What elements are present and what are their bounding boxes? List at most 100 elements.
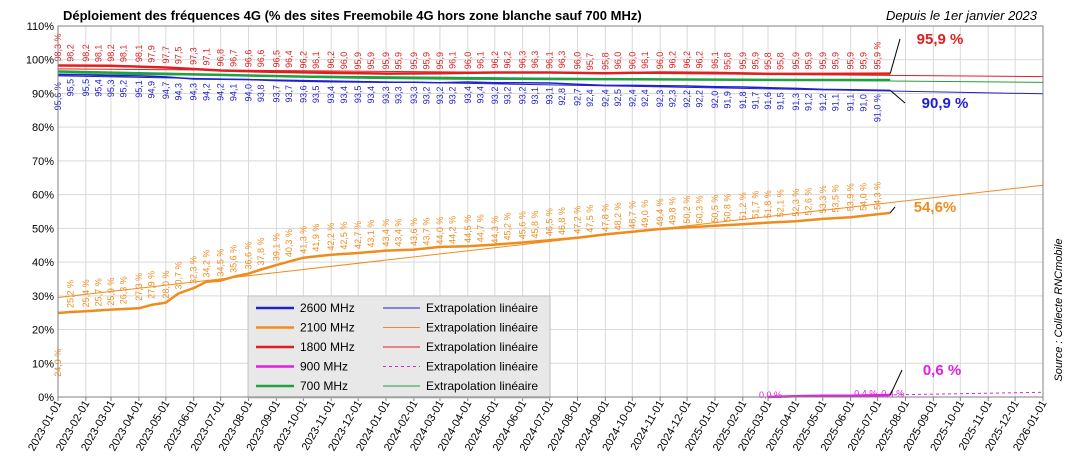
data-label-1800-mhz: 96,6 <box>256 50 266 68</box>
data-label-2100-mhz: 51,8 % <box>763 190 773 218</box>
data-label-1800-mhz: 95,9 <box>846 52 856 70</box>
data-label-1800-mhz: 96,1 <box>311 51 321 69</box>
data-label-2100-mhz: 28,0 % <box>161 271 171 299</box>
series-lines <box>57 64 891 399</box>
data-label-2600-mhz: 91,6 <box>763 92 773 110</box>
data-label-2100-mhz: 43,7 % <box>421 218 431 246</box>
data-label-2100-mhz: 52,3 % <box>791 189 801 217</box>
data-label-2600-mhz: 93,2 <box>448 87 458 105</box>
data-label-2100-mhz: 45,8 % <box>530 210 540 238</box>
data-label-1800-mhz: 96,1 <box>545 51 555 69</box>
data-label-2100-mhz: 30,7 % <box>173 261 183 289</box>
data-label-2100-mhz: 42,2 % <box>326 223 336 251</box>
x-axis-ticks: 2023-01-012023-02-012023-03-012023-04-01… <box>26 397 1050 453</box>
data-label-2600-mhz: 94,2 <box>216 83 226 101</box>
data-label-1800-mhz: 97,5 <box>173 47 183 65</box>
data-label-1800-mhz: 95,9 <box>750 52 760 70</box>
data-label-1800-mhz: 95,9 <box>738 52 748 70</box>
data-label-1800-mhz: 98,1 <box>134 45 144 63</box>
callout-line-2100-mhz <box>889 206 896 214</box>
data-label-1800-mhz: 95,9 % <box>873 42 883 70</box>
data-label-2600-mhz: 92,2 <box>695 90 705 108</box>
data-label-2600-mhz: 91,8 <box>738 91 748 109</box>
data-label-2100-mhz: 39,1 % <box>271 233 281 261</box>
data-label-1800-mhz: 97,1 <box>201 48 211 66</box>
data-label-2100-mhz: 25,7 % <box>93 278 103 306</box>
data-label-2600-mhz: 92,3 <box>668 90 678 108</box>
data-label-1800-mhz: 95,8 <box>723 52 733 70</box>
data-label-2600-mhz: 93,1 <box>545 87 555 105</box>
data-label-1800-mhz: 96,2 <box>695 51 705 69</box>
y-tick-label: 30% <box>32 291 54 303</box>
data-label-2100-mhz: 45,2 % <box>502 213 512 241</box>
data-label-2600-mhz: 91,7 <box>750 92 760 110</box>
data-label-2600-mhz: 95,1 <box>134 80 144 98</box>
data-label-2100-mhz: 48,7 % <box>627 201 637 229</box>
data-label-2600-mhz: 91,9 <box>723 91 733 109</box>
data-label-1800-mhz: 95,9 <box>818 52 828 70</box>
data-label-1800-mhz: 96,2 <box>682 51 692 69</box>
y-tick-label: 90% <box>32 88 54 100</box>
data-label-1800-mhz: 97,3 <box>189 47 199 65</box>
source-note: Source : Collecte RNCmobile <box>1053 238 1065 381</box>
data-label-2100-mhz: 50,5 % <box>710 195 720 223</box>
data-label-1800-mhz: 96,3 <box>530 51 540 69</box>
data-label-900-mhz: 0,0 % <box>759 390 782 400</box>
data-label-2100-mhz: 44,7 % <box>475 214 485 242</box>
data-label-2100-mhz: 36,6 % <box>244 242 254 270</box>
data-label-2600-mhz: 94,3 <box>189 83 199 101</box>
data-label-2600-mhz: 93,8 <box>256 85 266 103</box>
data-label-2600-mhz: 92,2 <box>682 90 692 108</box>
y-tick-label: 80% <box>32 122 54 134</box>
y-tick-label: 50% <box>32 223 54 235</box>
data-label-2100-mhz: 44,0 % <box>435 217 445 245</box>
data-label-1800-mhz: 95,9 <box>858 52 868 70</box>
data-label-2600-mhz: 94,3 <box>173 83 183 101</box>
data-label-2100-mhz: 54,3 % <box>873 182 883 210</box>
data-label-2600-mhz: 93,2 <box>518 87 528 105</box>
data-label-2600-mhz: 91,1 <box>846 94 856 112</box>
y-axis-ticks: 0% 10% 20% 30% 40% 50% 60% 70% 80% 90% 100% 110% <box>26 21 54 404</box>
final-label-1800-mhz: 95,9 % <box>917 31 964 48</box>
data-label-2600-mhz: 91,2 <box>803 93 813 111</box>
data-label-1800-mhz: 95,7 <box>585 53 595 71</box>
series-line-2100-mhz <box>57 211 891 315</box>
data-label-1800-mhz: 96,7 <box>228 49 238 67</box>
data-label-2100-mhz: 40,3 % <box>284 229 294 257</box>
data-label-2100-mhz: 49,4 % <box>655 198 665 226</box>
data-label-900-mhz: 0,4 % <box>854 389 877 399</box>
data-label-2100-mhz: 41,9 % <box>311 224 321 252</box>
data-label-2600-mhz: 93,3 <box>394 86 404 104</box>
final-label-2100-mhz: 54,6% <box>914 199 957 216</box>
legend-label-900-mhz: 900 MHz <box>300 360 348 374</box>
data-label-2600-mhz: 92,3 <box>655 90 665 108</box>
data-label-1800-mhz: 95,9 <box>394 52 404 70</box>
data-label-2600-mhz: 92,4 <box>585 89 595 107</box>
data-label-2600-mhz: 92,8 <box>557 88 567 106</box>
data-label-2100-mhz: 41,3 % <box>298 226 308 254</box>
data-label-2100-mhz: 47,2 % <box>572 206 582 234</box>
y-tick-label: 0% <box>38 392 54 404</box>
data-label-2100-mhz: 50,3 % <box>695 195 705 223</box>
data-label-2100-mhz: 47,5 % <box>585 205 595 233</box>
callout-line-2600-mhz <box>889 90 906 104</box>
final-label-900-mhz: 0,6 % <box>923 362 961 379</box>
data-label-2600-mhz: 95,2 <box>119 80 129 98</box>
data-label-2100-mhz: 49,0 % <box>640 200 650 228</box>
final-labels: 90,9 % 54,6% 95,9 % 0,6 % <box>889 31 968 396</box>
data-label-2600-mhz: 94,2 <box>201 83 211 101</box>
legend-label-1800-mhz: 1800 MHz <box>300 340 355 354</box>
data-label-1800-mhz: 95,9 <box>421 52 431 70</box>
y-tick-label: 60% <box>32 190 54 202</box>
data-label-2600-mhz: 93,4 <box>326 86 336 104</box>
data-label-2100-mhz: 50,2 % <box>682 196 692 224</box>
data-label-2600-mhz: 95,4 <box>93 79 103 97</box>
data-label-2100-mhz: 43,6 % <box>409 218 419 246</box>
data-label-2100-mhz: 47,8 % <box>600 204 610 232</box>
data-label-2100-mhz: 25,2 % <box>66 280 76 308</box>
data-label-1800-mhz: 96,0 <box>655 52 665 70</box>
chart-subtitle: Depuis le 1er janvier 2023 <box>886 8 1038 23</box>
data-labels: 95,6 % 95,5 95,5 95,4 95,3 95,2 95,1 94,9 94,7 94… <box>53 33 904 400</box>
data-label-2100-mhz: 46,5 % <box>545 208 555 236</box>
legend-label-2100-mhz: 2100 MHz <box>300 321 355 335</box>
